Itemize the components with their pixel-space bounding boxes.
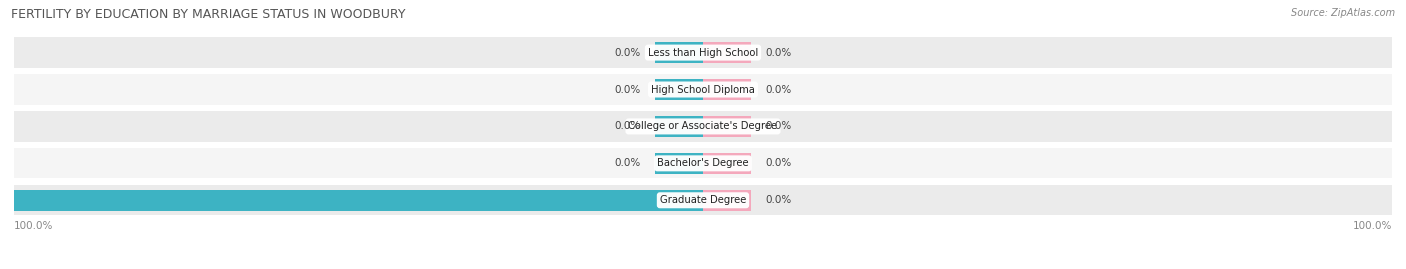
Text: 0.0%: 0.0% xyxy=(765,195,792,205)
Bar xyxy=(14,148,1392,179)
Text: Source: ZipAtlas.com: Source: ZipAtlas.com xyxy=(1291,8,1395,18)
Bar xyxy=(703,42,751,63)
Bar xyxy=(703,116,751,137)
Text: Less than High School: Less than High School xyxy=(648,48,758,58)
Text: FERTILITY BY EDUCATION BY MARRIAGE STATUS IN WOODBURY: FERTILITY BY EDUCATION BY MARRIAGE STATU… xyxy=(11,8,406,21)
Bar xyxy=(703,190,751,211)
Bar xyxy=(655,153,703,174)
Bar xyxy=(703,79,751,100)
Text: 100.0%: 100.0% xyxy=(14,221,53,231)
Text: 0.0%: 0.0% xyxy=(614,84,641,94)
Bar xyxy=(14,74,1392,105)
Bar xyxy=(14,111,1392,141)
Bar xyxy=(703,153,751,174)
Bar xyxy=(14,190,703,211)
Text: 100.0%: 100.0% xyxy=(1353,221,1392,231)
Text: Graduate Degree: Graduate Degree xyxy=(659,195,747,205)
Text: 0.0%: 0.0% xyxy=(765,121,792,132)
Text: College or Associate's Degree: College or Associate's Degree xyxy=(628,121,778,132)
Bar xyxy=(655,116,703,137)
Text: 0.0%: 0.0% xyxy=(765,48,792,58)
Text: Bachelor's Degree: Bachelor's Degree xyxy=(657,158,749,168)
Text: 0.0%: 0.0% xyxy=(614,158,641,168)
Bar xyxy=(655,79,703,100)
Text: 0.0%: 0.0% xyxy=(765,84,792,94)
Text: 0.0%: 0.0% xyxy=(614,121,641,132)
Bar xyxy=(14,185,1392,215)
Text: High School Diploma: High School Diploma xyxy=(651,84,755,94)
Bar xyxy=(14,37,1392,68)
Text: 0.0%: 0.0% xyxy=(614,48,641,58)
Text: 0.0%: 0.0% xyxy=(765,158,792,168)
Bar xyxy=(655,42,703,63)
